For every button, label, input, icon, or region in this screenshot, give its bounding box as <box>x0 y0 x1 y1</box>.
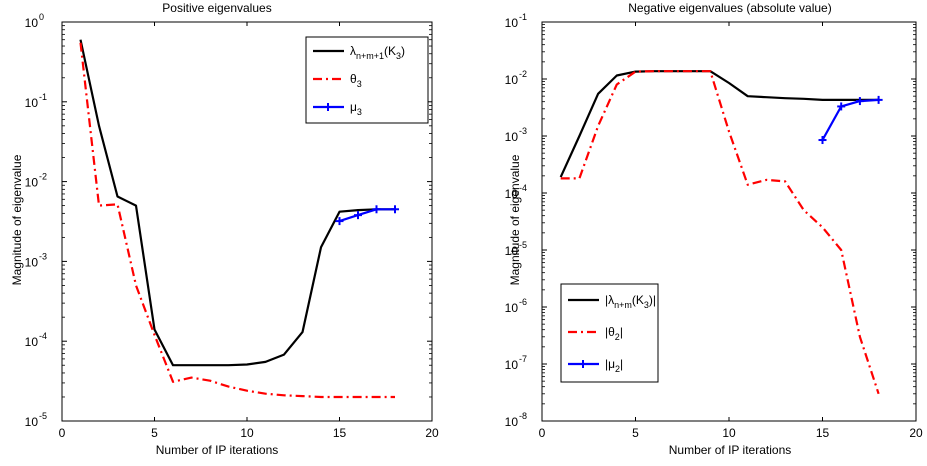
legend: |λn+m(K3)| |θ2| |μ2| <box>560 283 659 383</box>
chart-title: Positive eigenvalues <box>162 1 271 15</box>
y-tick-label: 10 <box>25 16 39 30</box>
series-line <box>559 70 879 178</box>
series-line <box>821 98 879 141</box>
data-point-marker <box>372 205 381 214</box>
y-tick-exponent: -3 <box>519 126 527 136</box>
y-tick-label: 10 <box>505 415 519 429</box>
data-point-marker <box>391 205 399 214</box>
legend-label: λn+m+1(K3) <box>350 44 405 61</box>
data-point-marker <box>354 211 362 220</box>
y-tick-label: 10 <box>505 130 519 144</box>
y-tick-exponent: -1 <box>519 12 527 22</box>
y-tick-label: 10 <box>25 255 39 269</box>
x-tick-label: 10 <box>722 426 736 440</box>
y-tick-exponent: -2 <box>519 69 527 79</box>
x-tick-label: 0 <box>539 426 546 440</box>
y-tick-exponent: 0 <box>39 12 44 22</box>
legend-label: |μ2| <box>605 357 623 374</box>
x-tick-label: 15 <box>333 426 347 440</box>
y-tick-exponent: -7 <box>519 354 527 364</box>
x-tick-label: 5 <box>151 426 158 440</box>
x-tick-label: 20 <box>425 426 439 440</box>
x-axis-label: Number of IP iterations <box>669 443 792 457</box>
x-tick-label: 15 <box>816 426 830 440</box>
y-tick-label: 10 <box>505 73 519 87</box>
chart-positive-eigenvalues: Positive eigenvalues Number of IP iterat… <box>10 1 439 457</box>
y-tick-exponent: -1 <box>39 92 47 102</box>
y-tick-exponent: -5 <box>39 411 47 421</box>
y-tick-label: 10 <box>25 335 39 349</box>
legend-label: |θ2| <box>605 325 623 342</box>
data-point-marker <box>837 102 846 111</box>
data-point-marker <box>874 95 883 104</box>
y-tick-exponent: -3 <box>39 251 47 261</box>
data-point-marker <box>818 136 827 145</box>
x-tick-label: 0 <box>59 426 66 440</box>
y-tick-exponent: -2 <box>39 172 47 182</box>
y-tick-exponent: -4 <box>39 331 47 341</box>
legend-label: μ3 <box>350 100 362 117</box>
legend-label: |λn+m(K3)| <box>605 293 656 310</box>
chart-title: Negative eigenvalues (absolute value) <box>628 1 831 15</box>
y-tick-label: 10 <box>505 16 519 30</box>
y-tick-exponent: -4 <box>519 183 527 193</box>
y-tick-label: 10 <box>505 301 519 315</box>
series-line <box>339 208 395 223</box>
series-group <box>559 70 883 395</box>
y-tick-label: 10 <box>25 96 39 110</box>
y-tick-label: 10 <box>25 176 39 190</box>
series-line <box>79 42 395 399</box>
y-tick-label: 10 <box>25 415 39 429</box>
y-tick-label: 10 <box>505 358 519 372</box>
series-line <box>560 70 880 395</box>
y-tick-exponent: -5 <box>519 240 527 250</box>
data-point-marker <box>855 97 864 106</box>
x-tick-label: 10 <box>240 426 254 440</box>
data-point-marker <box>335 217 344 226</box>
y-tick-label: 10 <box>505 244 519 258</box>
legend: λn+m+1(K3) θ3 μ3 <box>305 36 429 124</box>
y-tick-label: 10 <box>505 187 519 201</box>
y-tick-exponent: -8 <box>519 411 527 421</box>
y-axis-label: Magnitude of eigenvalue <box>508 154 522 285</box>
series-group <box>79 39 399 399</box>
chart-negative-eigenvalues: Negative eigenvalues (absolute value) Nu… <box>505 1 923 457</box>
y-tick-exponent: -6 <box>519 297 527 307</box>
y-axis-label: Magnitude of eigenvalue <box>10 154 24 285</box>
series-line <box>79 39 395 367</box>
legend-label: θ3 <box>350 72 362 89</box>
x-tick-label: 5 <box>632 426 639 440</box>
x-axis-label: Number of IP iterations <box>156 443 279 457</box>
x-tick-label: 20 <box>909 426 923 440</box>
